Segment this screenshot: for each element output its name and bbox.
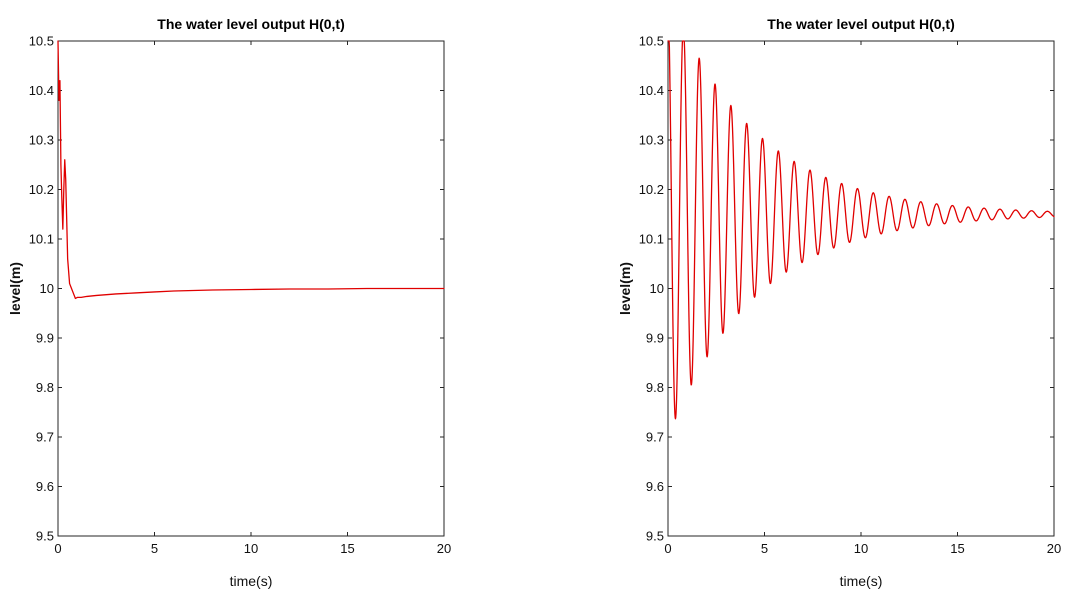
x-tick-label-left: 10 (244, 541, 258, 556)
chart-title-left: The water level output H(0,t) (157, 16, 344, 32)
x-axis-label-left: time(s) (230, 573, 273, 589)
y-tick-label-right: 10.1 (639, 232, 664, 247)
y-tick-label-left: 9.7 (36, 430, 54, 445)
y-tick-label-right: 9.8 (646, 380, 664, 395)
y-tick-label-right: 9.7 (646, 430, 664, 445)
x-tick-label-left: 20 (437, 541, 451, 556)
chart-left: The water level output H(0,t) time(s) le… (7, 16, 451, 589)
x-tick-label-right: 0 (664, 541, 671, 556)
x-axis-label-right: time(s) (840, 573, 883, 589)
y-tick-label-right: 10.5 (639, 34, 664, 49)
y-tick-label-left: 9.9 (36, 331, 54, 346)
y-tick-label-right: 9.5 (646, 529, 664, 544)
x-tick-label-right: 20 (1047, 541, 1061, 556)
y-tick-label-right: 10.2 (639, 182, 664, 197)
tick-group-right: 9.5 9.6 9.7 9.8 9.9 10 10.1 10.2 10.3 10.4 10.5 0 5 1… (639, 34, 1062, 557)
y-tick-label-left: 10.4 (29, 83, 54, 98)
y-tick-label-right: 10.4 (639, 83, 664, 98)
y-tick-label-left: 10.3 (29, 133, 54, 148)
y-tick-label-left: 9.6 (36, 479, 54, 494)
y-tick-label-right: 10 (650, 281, 664, 296)
x-tick-label-right: 10 (854, 541, 868, 556)
y-tick-label-left: 10.5 (29, 34, 54, 49)
y-tick-label-left: 10.2 (29, 182, 54, 197)
series-line-left (57, 40, 445, 300)
x-tick-label-left: 5 (151, 541, 158, 556)
y-tick-label-right: 9.6 (646, 479, 664, 494)
x-tick-label-right: 5 (761, 541, 768, 556)
y-tick-label-right: 9.9 (646, 331, 664, 346)
y-tick-label-left: 9.5 (36, 529, 54, 544)
series-line-right (667, 40, 1055, 420)
x-tick-label-left: 0 (54, 541, 61, 556)
chart-right: The water level output H(0,t) time(s) le… (617, 16, 1061, 589)
y-tick-label-right: 10.3 (639, 133, 664, 148)
y-tick-label-left: 10.1 (29, 232, 54, 247)
x-tick-label-left: 15 (340, 541, 354, 556)
plot-area-right (667, 40, 1055, 537)
y-tick-label-left: 10 (40, 281, 54, 296)
chart-title-right: The water level output H(0,t) (767, 16, 954, 32)
y-axis-label-right: level(m) (617, 262, 633, 315)
x-tick-label-right: 15 (950, 541, 964, 556)
tick-group-left: 9.5 9.6 9.7 9.8 9.9 10 10.1 10.2 10.3 10.4 10.5 0 5 1… (29, 34, 452, 557)
y-axis-label-left: level(m) (7, 262, 23, 315)
y-tick-label-left: 9.8 (36, 380, 54, 395)
